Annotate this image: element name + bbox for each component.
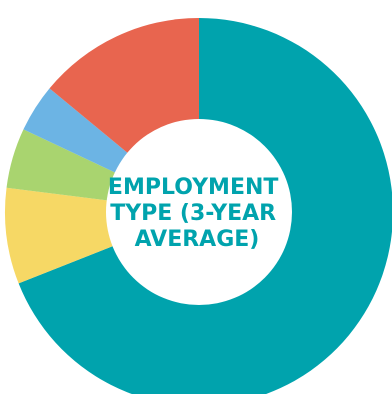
donut-hole bbox=[106, 119, 292, 305]
center-title-line-1: EMPLOYMENT bbox=[108, 175, 278, 200]
center-title: EMPLOYMENT TYPE (3-YEAR AVERAGE) bbox=[108, 175, 286, 252]
center-title-line-3: AVERAGE) bbox=[135, 227, 260, 252]
center-title-line-2: TYPE (3-YEAR bbox=[110, 201, 276, 226]
